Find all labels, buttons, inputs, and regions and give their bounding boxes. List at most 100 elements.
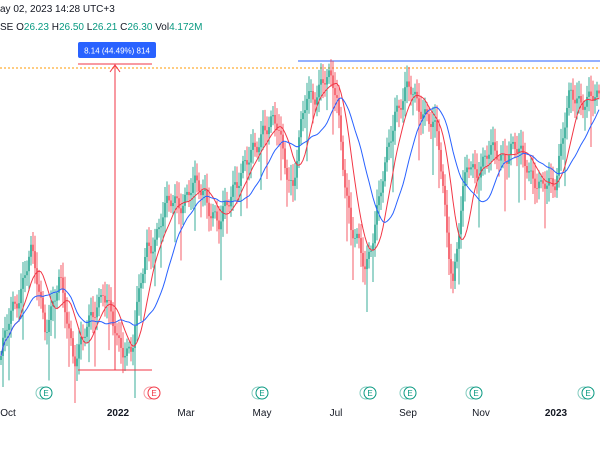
candle-body [494,142,496,151]
candle-body [44,312,46,333]
candle-body [6,329,8,331]
candle-body [394,111,396,131]
candle-body [218,220,220,230]
earnings-marker [403,386,417,400]
candle-body [228,205,230,207]
candle-body [584,106,586,110]
candle-body [574,99,576,104]
open-label: O [16,22,24,33]
candle-body [446,204,448,233]
candle-body [406,81,408,88]
close-label: C [120,22,128,33]
low-value: 26.21 [92,22,118,33]
candle-body [590,91,592,96]
candle-body [70,328,72,339]
candle-body [460,210,462,235]
candle-body [508,155,510,164]
candle-body [524,153,526,167]
candle-body [490,145,492,155]
candle-body [332,75,334,89]
candle-body [368,251,370,259]
candle-body [334,88,336,96]
candle-body [226,200,228,206]
candle-body [302,113,304,120]
candle-body [212,212,214,219]
candle-body [156,229,158,240]
candle-body [570,89,572,91]
low-label: L [86,22,93,33]
candle-body [562,138,564,144]
x-tick-label: Jul [330,408,343,419]
candle-body [474,164,476,170]
earnings-marker-label: E [151,389,156,398]
candle-body [120,337,122,348]
candle-body [306,98,308,111]
candle-body [482,156,484,167]
candle-body [40,291,42,298]
candle-body [538,181,540,189]
candle-body [454,261,456,281]
candle-body [294,177,296,186]
candle-body [428,114,430,125]
candle-body [28,256,30,272]
candle-body [190,192,192,196]
candlesticks [0,59,600,404]
candle-body [142,274,144,284]
earnings-marker [469,386,483,400]
candle-body [4,330,6,338]
candle-body [150,245,152,254]
candle-body [472,164,474,168]
candle-body [392,130,394,142]
candle-body [80,336,82,345]
candle-body [560,143,562,156]
candle-body [596,90,598,98]
candle-body [168,195,170,201]
candle-body [514,141,516,150]
candle-body [288,179,290,181]
candle-body [498,159,500,161]
candle-body [126,348,128,356]
candle-body [96,307,98,318]
candle-body [450,259,452,274]
candle-body [18,303,20,309]
candle-body [344,169,346,188]
candle-body [568,90,570,108]
candle-body [262,125,264,135]
earnings-marker [363,386,377,400]
x-tick-label: 2023 [545,408,568,419]
candle-body [442,171,444,186]
candle-body [12,301,14,311]
candle-body [298,137,300,162]
candle-body [314,99,316,105]
candle-body [256,146,258,153]
close-value: 26.30 [127,22,153,33]
candle-body [540,180,542,182]
candle-body [192,182,194,193]
candle-body [242,161,244,174]
candle-body [56,292,58,301]
candle-body [396,105,398,112]
candle-body [502,154,504,156]
candle-body [34,251,36,269]
candle-body [76,358,78,367]
candle-body [558,155,560,176]
candle-body [422,114,424,120]
earnings-marker-label: E [407,389,412,398]
candle-body [110,300,112,312]
candle-body [248,162,250,165]
candle-body [484,155,486,157]
candle-body [350,207,352,231]
candle-body [132,347,134,352]
candle-body [316,97,318,105]
candle-body [328,70,330,78]
candle-body [160,226,162,228]
candle-body [528,171,530,173]
candle-body [464,172,466,187]
candle-body [60,276,62,278]
measure-tool[interactable]: 8.14 (44.49%) 814 [78,42,156,371]
candle-body [304,110,306,114]
candle-body [372,243,374,251]
candle-body [398,105,400,109]
candle-body [336,95,338,98]
